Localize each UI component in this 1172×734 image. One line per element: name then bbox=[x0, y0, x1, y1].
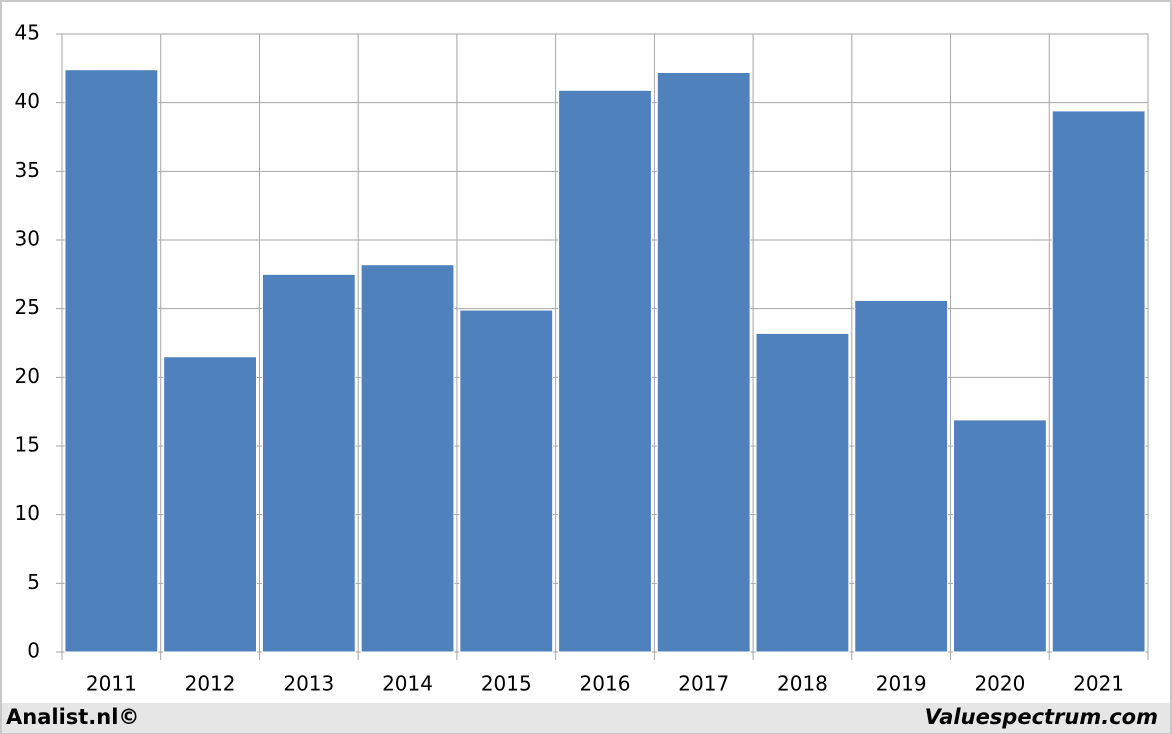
bar bbox=[163, 356, 257, 653]
bar bbox=[656, 71, 751, 653]
y-tick-label: 5 bbox=[27, 570, 40, 594]
x-tick-label: 2011 bbox=[86, 672, 137, 696]
bar bbox=[854, 299, 949, 653]
bar bbox=[755, 332, 850, 653]
x-tick-label: 2018 bbox=[777, 672, 828, 696]
y-tick-label: 0 bbox=[27, 639, 40, 663]
footer bbox=[2, 703, 1170, 733]
x-tick-label: 2012 bbox=[185, 672, 236, 696]
y-tick-label: 15 bbox=[15, 433, 40, 457]
y-tick-label: 45 bbox=[15, 21, 40, 45]
y-tick-label: 20 bbox=[15, 364, 40, 388]
y-tick-label: 10 bbox=[15, 501, 40, 525]
x-tick-label: 2016 bbox=[580, 672, 631, 696]
bar bbox=[459, 309, 554, 653]
bar bbox=[360, 264, 455, 653]
y-tick-label: 25 bbox=[15, 295, 40, 319]
y-tick-label: 30 bbox=[15, 227, 40, 251]
x-tick-label: 2019 bbox=[876, 672, 927, 696]
bar bbox=[1051, 110, 1146, 653]
bar bbox=[558, 89, 652, 653]
x-tick-label: 2020 bbox=[974, 672, 1025, 696]
credit-left: Analist.nl© bbox=[6, 705, 139, 729]
x-tick-label: 2014 bbox=[382, 672, 433, 696]
y-tick-label: 40 bbox=[15, 89, 40, 113]
bar bbox=[64, 69, 159, 653]
credit-right: Valuespectrum.com bbox=[925, 705, 1158, 729]
x-tick-label: 2021 bbox=[1073, 672, 1124, 696]
bar bbox=[953, 419, 1047, 653]
x-tick-label: 2013 bbox=[283, 672, 334, 696]
x-tick-label: 2015 bbox=[481, 672, 532, 696]
y-tick-label: 35 bbox=[15, 158, 40, 182]
bar bbox=[261, 273, 356, 653]
x-tick-label: 2017 bbox=[678, 672, 729, 696]
